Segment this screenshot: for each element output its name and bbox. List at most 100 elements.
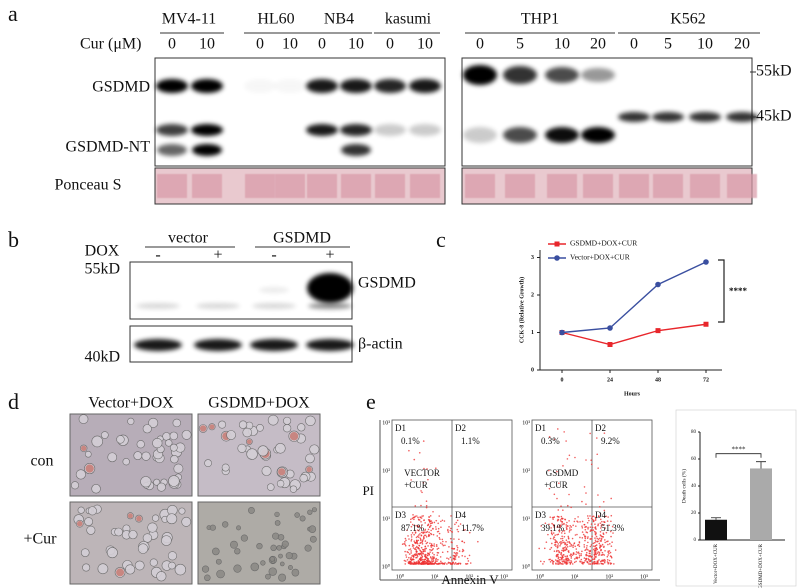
event [424,549,426,551]
event [582,533,585,536]
event [464,529,466,531]
event [599,544,601,547]
event [570,528,572,531]
event [451,563,454,565]
event [571,563,574,565]
cell [305,453,315,464]
band [409,79,441,93]
event [610,545,613,547]
band [191,79,223,93]
event [453,555,456,557]
event [421,555,424,558]
event [410,556,412,559]
event [584,526,586,528]
event [565,524,568,526]
event [563,532,566,535]
event [409,548,412,550]
event [453,538,455,540]
cell [122,458,130,466]
event [422,440,425,442]
event [579,536,581,539]
dose: 5 [516,36,524,53]
cell [75,469,86,480]
event [453,563,456,565]
event [571,554,574,556]
event [597,515,600,517]
event [452,561,455,564]
cell [294,512,300,518]
event [442,540,444,543]
event [415,556,417,559]
event [416,539,418,542]
event [595,540,597,543]
event [592,529,595,531]
event [557,543,560,545]
event [420,534,423,537]
event [422,532,424,535]
event [586,531,589,534]
band [250,339,298,351]
event [592,519,595,522]
bracket [715,453,762,458]
event [577,516,579,518]
event [591,526,594,529]
event [421,554,423,556]
event [435,544,438,546]
event [443,563,446,565]
event [603,521,606,523]
event [430,543,433,545]
event [566,545,569,548]
x-tick-label: Vector+DOX+CUR [714,543,719,583]
event [589,555,592,558]
event [560,517,563,520]
event [414,529,416,532]
event [570,526,573,528]
x-decade: 10⁰ [536,573,545,580]
cell [226,430,236,440]
cell [218,420,227,429]
event [433,556,435,558]
event [597,524,599,527]
event [566,555,569,557]
event [431,552,434,554]
dose: 0 [168,36,176,53]
cell [240,534,248,542]
dose: 20 [734,36,750,53]
event [581,520,584,523]
event [557,428,559,430]
event [410,518,412,521]
marker: 55kD [84,261,120,278]
event [561,549,563,552]
event [591,518,594,521]
y-decade: 10² [522,468,530,474]
event [608,524,611,527]
event [559,541,561,544]
band [156,79,188,93]
event [401,543,404,546]
sign: - [271,247,276,264]
event [584,528,587,531]
event [425,542,428,545]
marker [607,342,613,347]
event [602,563,604,565]
cell [181,516,192,527]
event [566,525,569,527]
event [415,550,418,553]
cell [168,561,176,570]
group: GSDMD [273,230,331,247]
cell [84,450,92,458]
event [614,549,617,551]
cell [162,432,171,441]
dose: 10 [697,36,713,53]
event [594,526,596,529]
event [570,557,573,559]
event [540,525,542,527]
event [415,546,417,549]
event [469,562,472,564]
column-label: Vector+DOX [88,395,174,412]
event [553,550,556,552]
event [594,547,596,550]
cell-line: K562 [670,11,706,28]
event [406,529,408,532]
cell [166,513,178,525]
